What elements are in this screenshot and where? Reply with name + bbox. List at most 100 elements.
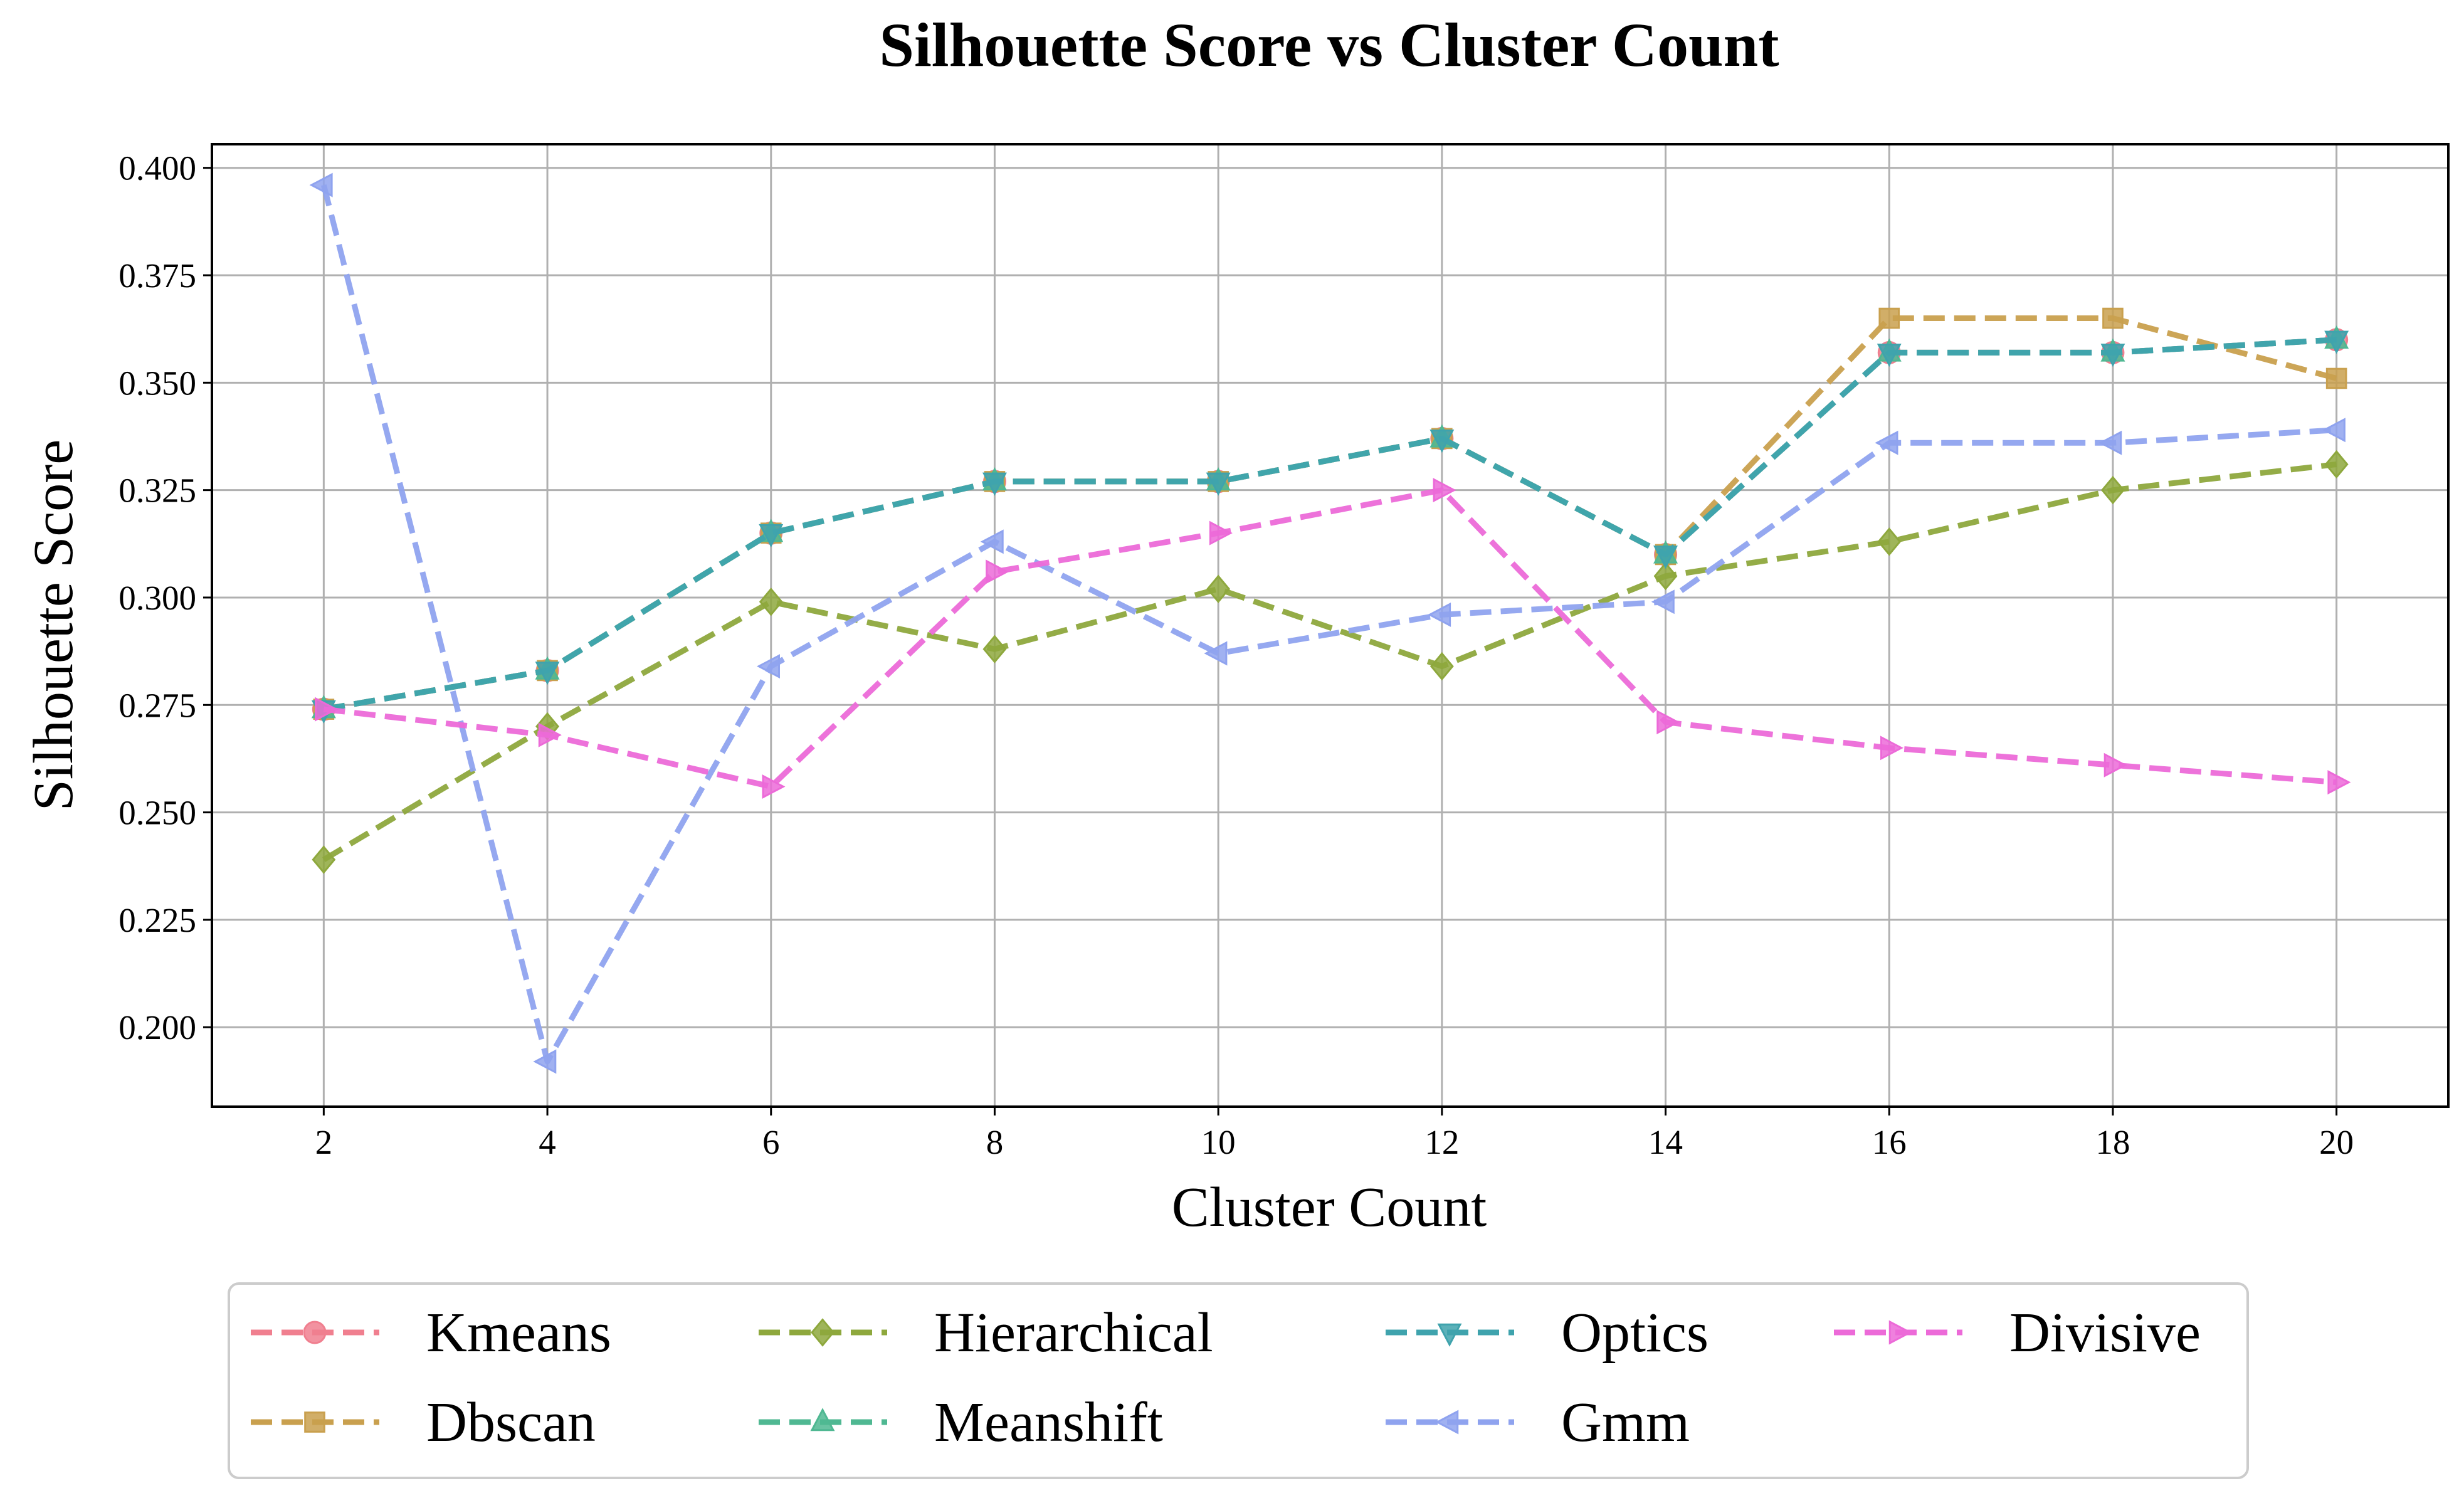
series-line-meanshift: [323, 337, 2337, 712]
data-point-divisive: [2327, 770, 2351, 795]
series-kmeans: [312, 328, 2349, 721]
y-tick-label: 0.225: [118, 901, 196, 939]
x-tick-label: 6: [762, 1123, 780, 1161]
legend-marker: [1435, 1410, 1459, 1435]
data-point-divisive: [1433, 478, 1456, 503]
data-point-optics: [759, 524, 784, 547]
data-point-divisive: [2103, 752, 2127, 778]
legend-item-optics: Optics: [1386, 1302, 1708, 1364]
data-point-divisive: [1656, 710, 1680, 735]
data-point-hierarchical: [759, 588, 783, 616]
x-tick-label: 2: [315, 1123, 333, 1161]
legend: Kmeans Dbscan Hierarchical Meanshift Optics G…: [228, 1282, 2249, 1479]
data-point-gmm: [1428, 602, 1451, 627]
data-point-hierarchical: [312, 845, 336, 874]
data-point-hierarchical: [982, 635, 1007, 663]
legend-label: Dbscan: [426, 1391, 596, 1453]
grid-lines: [212, 144, 2448, 1107]
y-tick-label: 0.200: [118, 1008, 196, 1047]
data-point-dbscan: [2325, 367, 2347, 389]
y-tick-label: 0.275: [118, 686, 196, 724]
x-tick-label: 14: [1648, 1123, 1683, 1161]
data-point-gmm: [1204, 641, 1228, 666]
series-lines: [309, 172, 2351, 1074]
legend-item-dbscan: Dbscan: [251, 1391, 596, 1453]
legend-label: Hierarchical: [934, 1302, 1213, 1364]
data-point-gmm: [980, 529, 1004, 554]
legend-item-gmm: Gmm: [1386, 1391, 1690, 1453]
series-gmm: [309, 172, 2346, 1074]
data-point-gmm: [2098, 430, 2122, 455]
data-point-dbscan: [1878, 307, 1900, 329]
legend-marker: [811, 1318, 834, 1347]
data-point-divisive: [315, 697, 339, 722]
data-point-optics: [1429, 430, 1455, 453]
y-tick-label: 0.250: [118, 794, 196, 832]
chart-title: Silhouette Score vs Cluster Count: [879, 10, 1779, 80]
axis-ticks: 2 4 6 8 10 12 14 16 18 20 0.200 0.225 0.250 0.275 0.30…: [118, 149, 2354, 1161]
data-point-divisive: [1209, 520, 1233, 546]
x-tick-label: 12: [1424, 1123, 1459, 1161]
data-point-hierarchical: [1429, 651, 1454, 681]
series-line-hierarchical: [322, 461, 2337, 862]
data-point-hierarchical: [1653, 561, 1678, 591]
legend-item-divisive: Divisive: [1834, 1302, 2201, 1364]
legend-label: Divisive: [2009, 1302, 2201, 1364]
data-point-optics: [982, 472, 1007, 496]
x-tick-label: 16: [1872, 1123, 1907, 1161]
series-divisive: [315, 478, 2351, 799]
data-point-hierarchical: [1206, 574, 1231, 603]
legend-item-meanshift: Meanshift: [759, 1391, 1163, 1453]
y-axis-label: Silhouette Score: [23, 440, 85, 811]
data-point-gmm: [756, 654, 780, 679]
data-point-optics: [2100, 344, 2125, 367]
data-point-gmm: [1651, 589, 1675, 614]
legend-label: Gmm: [1561, 1391, 1690, 1453]
data-point-divisive: [986, 559, 1009, 584]
legend-marker: [303, 1321, 327, 1344]
legend-marker: [1437, 1323, 1462, 1347]
legend-marker: [1888, 1320, 1912, 1345]
legend-box: [228, 1282, 2249, 1479]
legend-item-hierarchical: Hierarchical: [759, 1302, 1213, 1364]
data-point-divisive: [1880, 736, 1904, 761]
legend-item-kmeans: Kmeans: [251, 1302, 611, 1364]
x-tick-label: 4: [539, 1123, 556, 1161]
series-meanshift: [311, 325, 2349, 719]
x-tick-label: 10: [1201, 1123, 1236, 1161]
series-line-divisive: [323, 487, 2337, 789]
data-point-optics: [2324, 330, 2349, 354]
x-tick-label: 18: [2095, 1123, 2130, 1161]
data-point-divisive: [538, 722, 562, 747]
legend-label: Optics: [1561, 1302, 1708, 1364]
data-point-optics: [1877, 344, 1902, 367]
x-tick-label: 8: [986, 1123, 1004, 1161]
series-line-dbscan: [323, 315, 2337, 712]
series-line-kmeans: [323, 337, 2337, 712]
series-line-optics: [323, 337, 2337, 712]
y-tick-label: 0.350: [118, 364, 196, 402]
data-point-gmm: [309, 172, 333, 198]
legend-marker: [810, 1408, 835, 1432]
x-tick-label: 20: [2319, 1123, 2354, 1161]
legend-label: Meanshift: [934, 1391, 1163, 1453]
data-point-hierarchical: [2100, 475, 2125, 505]
y-tick-label: 0.300: [118, 579, 196, 617]
data-point-hierarchical: [2324, 450, 2349, 479]
legend-marker: [304, 1411, 325, 1433]
x-axis-label: Cluster Count: [1172, 1176, 1487, 1238]
series-hierarchical: [312, 450, 2349, 874]
y-tick-label: 0.375: [118, 256, 196, 295]
data-point-dbscan: [2102, 307, 2124, 329]
data-point-optics: [1206, 472, 1231, 496]
data-point-gmm: [2322, 418, 2346, 443]
plot-area-frame: [211, 143, 2450, 1108]
legend-label: Kmeans: [426, 1302, 611, 1364]
y-tick-label: 0.325: [118, 472, 196, 510]
series-dbscan: [313, 307, 2347, 720]
data-point-divisive: [762, 774, 786, 799]
series-optics: [311, 330, 2349, 724]
data-point-gmm: [533, 1049, 557, 1074]
data-point-gmm: [1875, 430, 1898, 455]
